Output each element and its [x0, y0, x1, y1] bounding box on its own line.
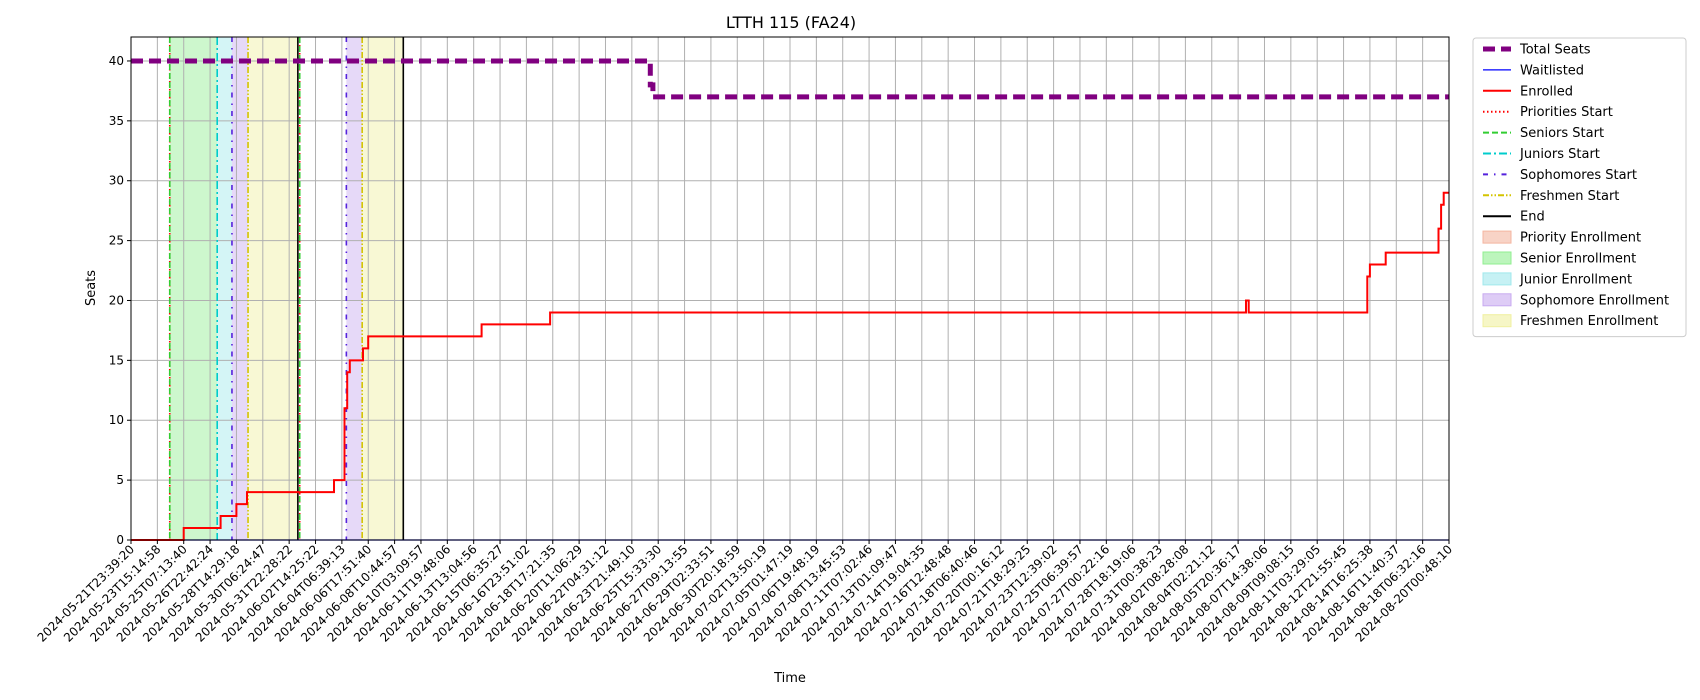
- y-axis-title: Seats: [84, 270, 99, 306]
- legend-box: [1472, 37, 1687, 338]
- series-line-0: [131, 58, 1449, 100]
- y-tick-label-2: 10: [109, 413, 124, 427]
- series-line-2: [131, 191, 1449, 541]
- x-axis: 2024-05-21T23:39:202024-05-23T15:14:5820…: [35, 540, 1455, 645]
- y-tick-label-1: 5: [116, 473, 124, 487]
- legend-label-2: Enrolled: [1520, 84, 1573, 99]
- legend-swatch-9: [1482, 230, 1512, 244]
- chart-title: LTTH 115 (FA24): [726, 13, 856, 32]
- legend-label-7: Freshmen Start: [1520, 189, 1619, 204]
- span-3: [248, 37, 298, 540]
- span-2: [231, 37, 249, 540]
- y-tick-label-7: 35: [109, 114, 124, 128]
- legend: Total Seats Waitlisted Enrolled Priorities …: [1472, 37, 1687, 338]
- y-axis: 0 5 10 15 20 25 30 35 40: [109, 54, 131, 547]
- legend-label-11: Junior Enrollment: [1519, 272, 1632, 287]
- y-tick-label-6: 30: [109, 174, 124, 188]
- y-tick-label-0: 0: [116, 533, 124, 547]
- legend-label-1: Waitlisted: [1520, 63, 1584, 78]
- legend-label-6: Sophomores Start: [1520, 168, 1637, 183]
- legend-label-13: Freshmen Enrollment: [1520, 314, 1658, 329]
- legend-label-10: Senior Enrollment: [1520, 252, 1636, 267]
- legend-label-5: Juniors Start: [1519, 147, 1600, 162]
- span-1: [217, 37, 232, 540]
- y-tick-label-4: 20: [109, 293, 124, 307]
- legend-label-9: Priority Enrollment: [1520, 231, 1641, 246]
- y-tick-label-5: 25: [109, 234, 124, 248]
- legend-label-3: Priorities Start: [1520, 105, 1613, 120]
- legend-swatch-13: [1482, 314, 1512, 328]
- y-tick-label-8: 40: [109, 54, 124, 68]
- legend-label-12: Sophomore Enrollment: [1520, 293, 1669, 308]
- y-tick-label-3: 15: [109, 353, 124, 367]
- span-4: [346, 37, 363, 540]
- legend-label-0: Total Seats: [1519, 43, 1591, 58]
- legend-swatch-12: [1482, 293, 1512, 307]
- legend-label-4: Seniors Start: [1520, 126, 1604, 141]
- x-axis-title: Time: [773, 671, 806, 686]
- phase-lines: [168, 37, 405, 540]
- legend-swatch-11: [1482, 272, 1512, 286]
- legend-swatch-10: [1482, 251, 1512, 265]
- legend-label-8: End: [1520, 210, 1545, 225]
